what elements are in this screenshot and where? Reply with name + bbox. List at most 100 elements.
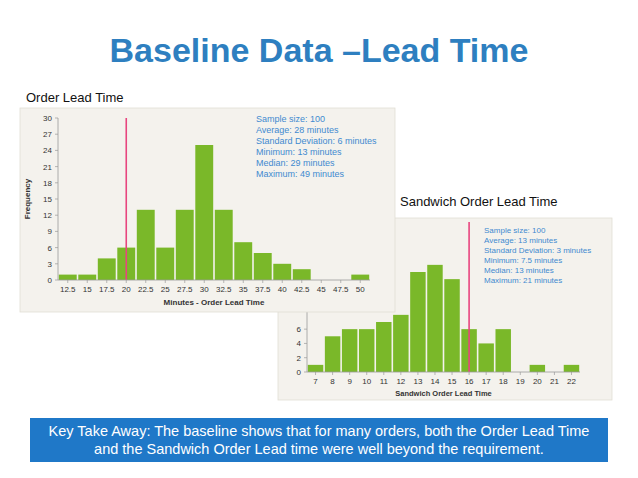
x-tick-label: 19 [516, 377, 525, 386]
x-tick-label: 7 [313, 377, 318, 386]
y-tick-label: 2 [297, 354, 302, 363]
x-tick-label: 14 [431, 377, 440, 386]
x-tick [349, 372, 350, 375]
x-axis-line [307, 372, 580, 373]
histogram-bar [325, 336, 340, 372]
stats-annotation: Median: 13 minutes [484, 266, 554, 275]
stats-annotation: Maximum: 21 minutes [484, 276, 562, 285]
x-tick [383, 372, 384, 375]
x-tick [520, 372, 521, 375]
x-tick [262, 280, 263, 283]
x-tick-label: 18 [499, 377, 508, 386]
x-tick [537, 372, 538, 375]
histogram-bar [359, 329, 374, 372]
x-tick-label: 12.5 [60, 285, 76, 294]
histogram-bar [234, 242, 252, 280]
x-tick [417, 372, 418, 375]
histogram-bar [495, 329, 510, 372]
histogram-bar [351, 275, 369, 280]
x-tick [184, 280, 185, 283]
y-tick-label: 9 [48, 227, 53, 236]
stats-annotation: Average: 28 minutes [256, 125, 339, 135]
histogram-bar [393, 315, 408, 372]
x-tick-label: 32.5 [216, 285, 232, 294]
y-tick [55, 118, 58, 119]
slide: Baseline Data –Lead Time7891011121314151… [0, 0, 638, 478]
x-tick-label: 12 [396, 377, 405, 386]
y-tick [304, 372, 307, 373]
x-axis-title: Sandwich Order Lead Time [395, 389, 492, 398]
y-tick [55, 150, 58, 151]
x-tick [340, 280, 341, 283]
y-tick-label: 4 [297, 339, 302, 348]
x-tick [87, 280, 88, 283]
histogram-bar [444, 279, 459, 372]
y-tick-label: 6 [48, 244, 53, 253]
x-tick [67, 280, 68, 283]
x-tick [571, 372, 572, 375]
requirement-line [125, 118, 127, 280]
x-tick-label: 25 [161, 285, 170, 294]
histogram-bar [59, 275, 77, 280]
stats-annotation: Median: 29 minutes [256, 158, 335, 168]
x-tick [332, 372, 333, 375]
panel-background [20, 108, 395, 312]
histogram-bar [564, 365, 579, 372]
x-tick-label: 13 [413, 377, 422, 386]
y-tick [55, 231, 58, 232]
y-tick-label: 27 [43, 130, 52, 139]
histogram-bar [137, 210, 155, 280]
key-takeaway: Key Take Away: The baseline shows that f… [30, 418, 608, 462]
slide-title: Baseline Data –Lead Time [110, 31, 529, 69]
x-tick-label: 47.5 [333, 285, 349, 294]
x-tick-label: 22.5 [138, 285, 154, 294]
y-tick-label: 15 [43, 195, 52, 204]
x-tick-label: 20 [122, 285, 131, 294]
stats-annotation: Average: 13 minutes [484, 236, 557, 245]
x-tick [106, 280, 107, 283]
y-tick-label: 6 [297, 325, 302, 334]
y-tick [304, 357, 307, 358]
y-tick [55, 134, 58, 135]
y-tick [304, 329, 307, 330]
x-tick [434, 372, 435, 375]
x-tick-label: 15 [448, 377, 457, 386]
x-tick [486, 372, 487, 375]
y-tick-label: 30 [43, 114, 52, 123]
x-tick-label: 27.5 [177, 285, 193, 294]
x-tick [204, 280, 205, 283]
histogram-bar [293, 269, 311, 280]
stats-annotation: Maximum: 49 minutes [256, 169, 345, 179]
x-tick [366, 372, 367, 375]
histogram-bar [254, 253, 272, 280]
x-tick-label: 15 [83, 285, 92, 294]
x-tick [243, 280, 244, 283]
y-tick [55, 280, 58, 281]
histogram-bar [195, 145, 213, 280]
histogram-bar [98, 258, 116, 280]
histogram-bar [376, 322, 391, 372]
x-tick [145, 280, 146, 283]
histogram-bar [308, 365, 323, 372]
x-tick [301, 280, 302, 283]
y-tick [55, 182, 58, 183]
x-tick-label: 21 [550, 377, 559, 386]
x-tick [321, 280, 322, 283]
histogram-bar [530, 365, 545, 372]
chart-title: Order Lead Time [26, 90, 124, 105]
stats-annotation: Minimum: 13 minutes [256, 147, 342, 157]
x-tick-label: 40 [278, 285, 287, 294]
y-tick-label: 18 [43, 179, 52, 188]
histogram-bar [342, 329, 357, 372]
histogram-bar [478, 343, 493, 372]
x-tick-label: 17 [482, 377, 491, 386]
y-tick [55, 263, 58, 264]
x-tick [165, 280, 166, 283]
x-tick [452, 372, 453, 375]
x-tick-label: 45 [317, 285, 326, 294]
stats-annotation: Standard Deviation: 3 minutes [484, 246, 591, 255]
x-tick-label: 8 [330, 377, 335, 386]
x-tick-label: 22 [567, 377, 576, 386]
y-tick [55, 199, 58, 200]
histogram-bar [176, 210, 194, 280]
